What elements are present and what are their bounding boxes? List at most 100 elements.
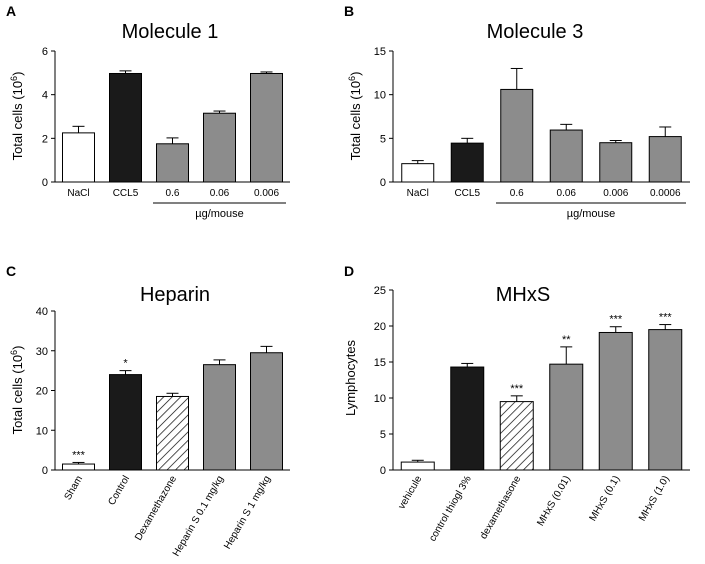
panel-d-ytick-label: 0 [380,465,386,477]
panel-a-ytick-label: 0 [42,177,48,189]
panel-a-bar [109,72,142,183]
panel-b-ytick-label: 10 [374,90,386,102]
panel-b-ylabel-text: Total cells (10 [348,81,363,160]
panel-c-letter: C [6,263,16,279]
panel-b-plot: 0 5 10 15 NaCl CCL5 0.6 0.06 0.006 0.0006 µg/mouse [374,46,690,220]
panel-b-xtick-label: 0.0006 [650,188,681,199]
panel-d: D MHxS Lymphocytes 0 5 10 15 20 25 vehicule con… [343,263,690,544]
panel-d-xtick-label: MHxS (1.0) [637,474,672,523]
panel-c-bar [62,463,95,471]
panel-b-dose-bracket-label: µg/mouse [567,208,616,220]
panel-a-ylabel: Total cells (106) [9,72,25,161]
panel-c-ytick-label: 0 [42,465,48,477]
panel-b-letter: B [344,3,354,19]
panel-d-ytick-label: 25 [374,285,386,297]
panel-d-significance: ** [562,334,571,346]
panel-d-xtick-label: dexamethasone [478,474,523,542]
panel-d-significance: *** [659,312,673,324]
panel-c-ytick-label: 30 [36,346,48,358]
panel-c-ytick-label: 20 [36,386,48,398]
panel-c-xtick-label: Heparin S 1 mg/kg [222,474,273,551]
panel-d-ylabel-text: Lymphocytes [343,339,358,416]
panel-a-ylabel-close: ) [10,72,25,76]
panel-b-ytick-label: 0 [380,177,386,189]
panel-d-xtick-label: MHxS (0.1) [588,474,623,523]
panel-d-bar [450,366,485,471]
panel-c-ylabel-sup: 6 [9,350,19,355]
panel-b-bar [549,129,583,183]
panel-b-bar [599,142,633,183]
panel-d-bar [648,329,683,471]
panel-c-bar [203,364,236,471]
panel-b: B Molecule 3 Total cells (106) 0 5 10 15 NaC… [344,3,690,220]
panel-d-xtick-label: vehicule [396,474,424,512]
panel-d-ylabel: Lymphocytes [343,339,358,416]
panel-c-ytick-label: 40 [36,306,48,318]
panel-c-ylabel-close: ) [10,346,25,350]
panel-a-ytick-label: 2 [42,133,48,145]
panel-b-ylabel: Total cells (106) [347,72,363,161]
panel-c-ylabel-text: Total cells (10 [10,355,25,434]
panel-d-significance: *** [609,314,623,326]
panel-d-bar [400,461,435,471]
panel-a-bar [250,72,283,183]
panel-c-ytick-label: 10 [36,425,48,437]
panel-b-xtick-label: NaCl [407,188,429,199]
panel-b-ytick-label: 15 [374,46,386,58]
panel-a-title: Molecule 1 [122,21,219,43]
panel-b-bar [500,88,534,183]
panel-d-ytick-label: 5 [380,429,386,441]
panel-c-xtick-label: Sham [63,474,86,502]
panel-a-xtick-label: 0.006 [254,188,279,199]
panel-a-ylabel-sup: 6 [9,76,19,81]
panel-c-significance: * [123,358,128,370]
panel-c-xtick-label: Heparin S 0.1 mg/kg [171,474,226,558]
panel-a-plot: 0 2 4 6 NaCl CCL5 0.6 0.06 0.006 µg/mouse [42,46,290,220]
panel-c-bar [156,395,189,471]
panel-b-xtick-label: 0.6 [510,188,524,199]
panel-b-bar [401,163,435,183]
panel-c-bar [250,352,283,471]
panel-b-ytick-label: 5 [380,133,386,145]
panel-a-bar [62,132,95,183]
panel-a-ytick-label: 4 [42,90,48,102]
panel-a-xtick-label: NaCl [67,188,89,199]
panel-a-letter: A [6,3,16,19]
panel-d-significance: *** [510,383,524,395]
panel-b-xtick-label: CCL5 [454,188,480,199]
panel-d-plot: 0 5 10 15 20 25 vehicule control thiogl 3% *** de… [374,285,690,544]
panel-b-xtick-label: 0.06 [557,188,577,199]
panel-a-bar [156,143,189,183]
panel-b-bar [450,142,484,183]
panel-c: C Heparin Total cells (106) 010203040***… [6,263,290,558]
panel-b-ylabel-sup: 6 [347,76,357,81]
panel-d-ytick-label: 15 [374,357,386,369]
panel-a-ylabel-text: Total cells (10 [10,81,25,160]
panel-d-ytick-label: 10 [374,393,386,405]
panel-c-title: Heparin [140,284,210,306]
panel-c-xtick-label: Control [106,474,132,507]
panel-b-xtick-label: 0.006 [603,188,628,199]
panel-d-bar [598,331,633,471]
panel-a-xtick-label: CCL5 [113,188,139,199]
panel-c-significance: *** [72,449,86,461]
panel-b-ylabel-close: ) [348,72,363,76]
panel-a-xtick-label: 0.6 [166,188,180,199]
panel-d-bar [549,363,584,471]
panel-d-xtick-label: MHxS (0.01) [535,474,573,528]
panel-a-dose-bracket-label: µg/mouse [195,208,244,220]
panel-d-bar [499,401,534,471]
panel-c-xtick-label: Dexamethazone [133,474,179,543]
panel-b-bar [648,136,682,183]
panel-b-title: Molecule 3 [487,21,584,43]
panel-a-ytick-label: 6 [42,46,48,58]
panel-d-xtick-label: control thiogl 3% [427,474,474,544]
panel-d-letter: D [344,263,354,279]
panel-d-ytick-label: 20 [374,321,386,333]
panel-d-title: MHxS [496,284,550,306]
panel-a-xtick-label: 0.06 [210,188,230,199]
panel-c-ylabel: Total cells (106) [9,346,25,435]
